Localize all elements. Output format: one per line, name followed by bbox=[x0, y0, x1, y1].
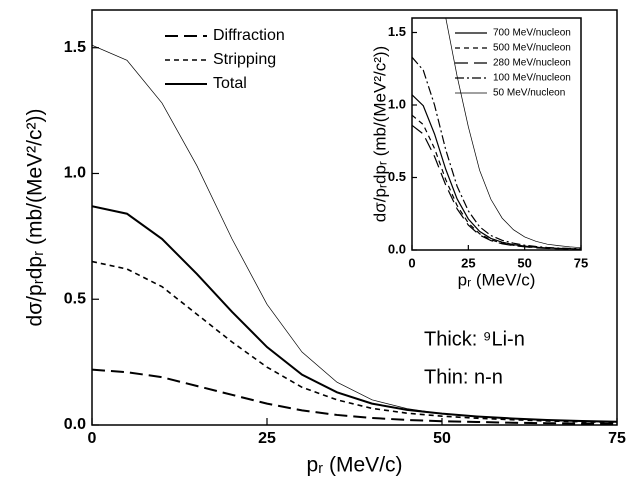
legend-label: 700 MeV/nucleon bbox=[493, 28, 571, 39]
series-line bbox=[92, 205, 617, 423]
x-tick-label: 0 bbox=[408, 255, 415, 270]
y-tick-label: 1.0 bbox=[64, 165, 86, 182]
plot-frame bbox=[411, 17, 582, 251]
series-line bbox=[92, 368, 617, 425]
legend-label: 500 MeV/nucleon bbox=[493, 43, 571, 54]
y-axis-label: dσ/pᵣdpᵣ (mb/(MeV²/c²)) bbox=[24, 109, 47, 327]
y-tick-label: 0.5 bbox=[388, 169, 406, 184]
x-tick-label: 25 bbox=[258, 430, 276, 447]
series-line bbox=[92, 44, 617, 423]
annotation: Thin: n-n bbox=[424, 366, 503, 388]
series-line bbox=[92, 260, 617, 424]
x-tick-label: 0 bbox=[88, 430, 97, 447]
x-tick-label: 25 bbox=[461, 255, 475, 270]
series-line bbox=[412, 56, 581, 250]
y-tick-label: 0.0 bbox=[64, 416, 86, 433]
series-line bbox=[445, 18, 581, 249]
legend-label: 50 MeV/nucleon bbox=[493, 88, 565, 99]
legend-label: Total bbox=[213, 75, 247, 92]
y-tick-label: 0.0 bbox=[388, 241, 406, 256]
chart-1: 0 25 50 75 0.0 0.5 1.0 1.5 pᵣ (MeV/c) dσ/pᵣdpᵣ (m… bbox=[370, 17, 588, 289]
series-line bbox=[412, 114, 581, 250]
y-axis-label: dσ/pᵣdpᵣ (mb/(MeV²/c²)) bbox=[370, 46, 389, 222]
y-tick-label: 1.5 bbox=[64, 39, 86, 56]
x-tick-label: 50 bbox=[433, 430, 451, 447]
x-tick-label: 75 bbox=[574, 255, 588, 270]
x-tick-label: 50 bbox=[517, 255, 531, 270]
y-tick-label: 1.5 bbox=[388, 24, 406, 39]
x-axis-label: pᵣ (MeV/c) bbox=[306, 454, 402, 477]
x-tick-label: 75 bbox=[608, 430, 626, 447]
y-tick-label: 0.5 bbox=[64, 290, 86, 307]
legend-label: 280 MeV/nucleon bbox=[493, 58, 571, 69]
y-tick-label: 1.0 bbox=[388, 96, 406, 111]
annotation: Thick: ⁹Li-n bbox=[424, 328, 525, 350]
legend-label: Diffraction bbox=[213, 27, 285, 44]
x-axis-label: pᵣ (MeV/c) bbox=[458, 270, 536, 289]
legend-label: Stripping bbox=[213, 51, 276, 68]
legend-label: 100 MeV/nucleon bbox=[493, 73, 571, 84]
